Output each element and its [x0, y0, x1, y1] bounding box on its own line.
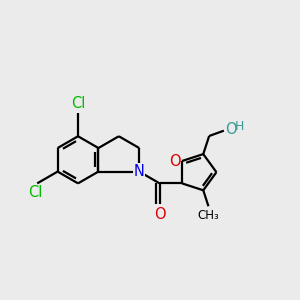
Text: O: O — [226, 122, 237, 137]
Text: O: O — [154, 207, 165, 222]
Text: N: N — [134, 164, 145, 179]
Text: CH₃: CH₃ — [198, 209, 219, 222]
Text: H: H — [234, 120, 244, 133]
Text: Cl: Cl — [71, 96, 85, 111]
Text: O: O — [169, 154, 180, 169]
Text: Cl: Cl — [28, 185, 43, 200]
